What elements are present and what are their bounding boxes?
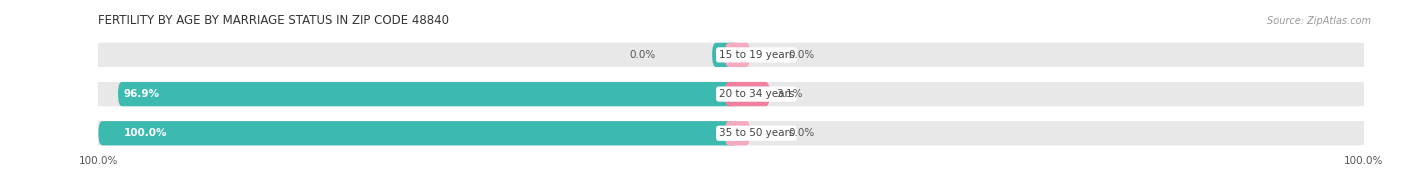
Text: 0.0%: 0.0%	[628, 50, 655, 60]
Text: 0.0%: 0.0%	[787, 128, 814, 138]
Bar	[98, 82, 1364, 106]
Text: FERTILITY BY AGE BY MARRIAGE STATUS IN ZIP CODE 48840: FERTILITY BY AGE BY MARRIAGE STATUS IN Z…	[98, 14, 450, 27]
FancyBboxPatch shape	[725, 43, 751, 67]
Text: 15 to 19 years: 15 to 19 years	[718, 50, 794, 60]
Text: 100.0%: 100.0%	[124, 128, 167, 138]
Text: 0.0%: 0.0%	[787, 50, 814, 60]
FancyBboxPatch shape	[725, 82, 769, 106]
Text: 35 to 50 years: 35 to 50 years	[718, 128, 794, 138]
Bar	[98, 121, 1364, 145]
Text: 20 to 34 years: 20 to 34 years	[718, 89, 794, 99]
Text: 96.9%: 96.9%	[124, 89, 160, 99]
FancyBboxPatch shape	[711, 43, 737, 67]
FancyBboxPatch shape	[98, 43, 1364, 67]
Text: 3.1%: 3.1%	[776, 89, 803, 99]
FancyBboxPatch shape	[98, 121, 737, 145]
FancyBboxPatch shape	[118, 82, 737, 106]
FancyBboxPatch shape	[725, 121, 751, 145]
FancyBboxPatch shape	[98, 121, 1364, 145]
Bar	[98, 43, 1364, 67]
Text: Source: ZipAtlas.com: Source: ZipAtlas.com	[1267, 16, 1371, 26]
FancyBboxPatch shape	[98, 82, 1364, 106]
